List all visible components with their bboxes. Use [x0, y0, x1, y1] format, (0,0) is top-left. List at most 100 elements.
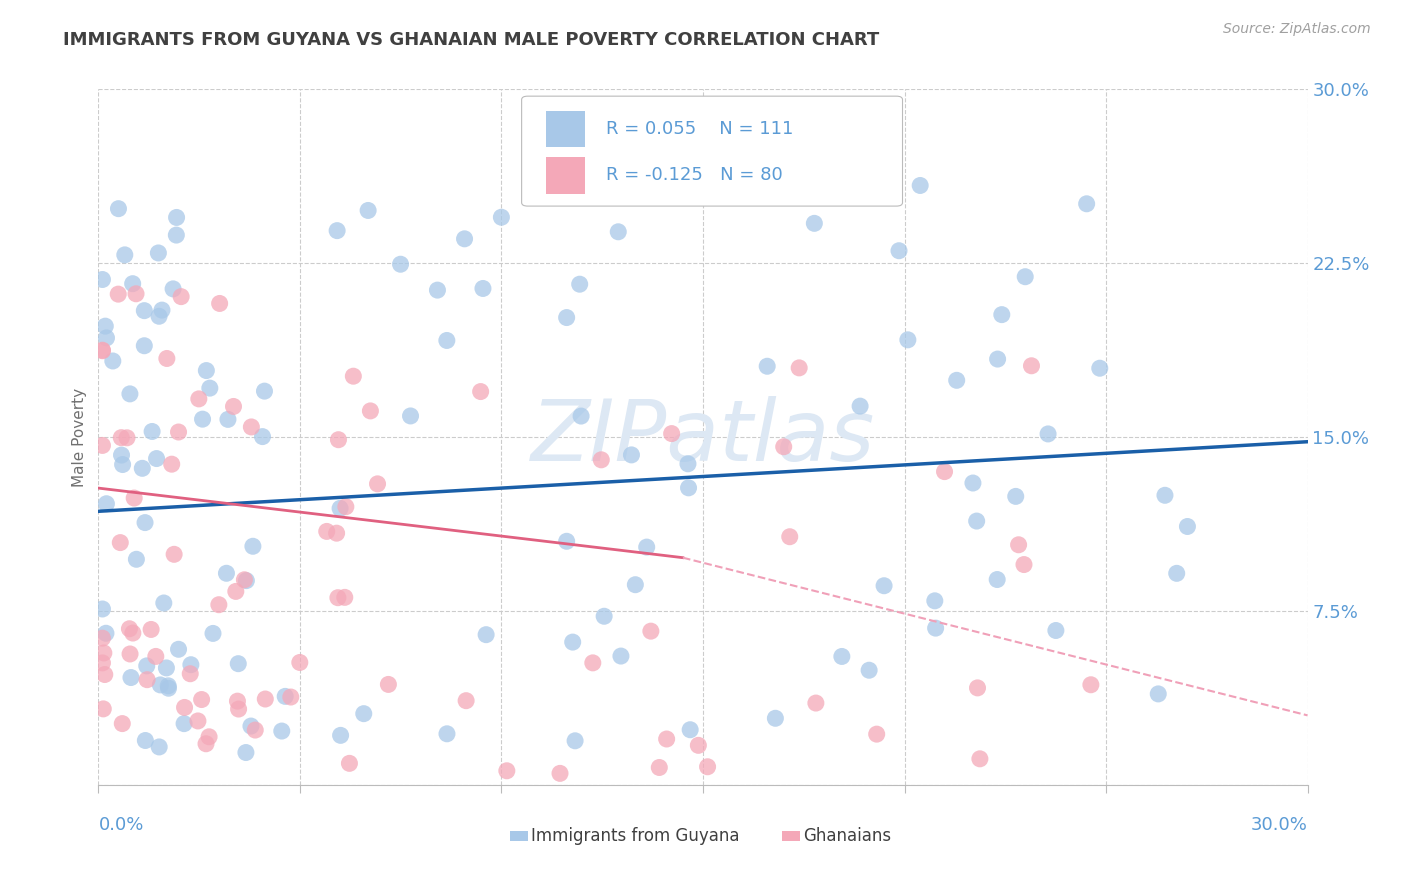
Point [389, 257, 412, 271]
Point [198, 381, 221, 395]
Point [453, 232, 475, 246]
Point [156, 351, 179, 366]
Point [110, 448, 132, 462]
Point [1004, 489, 1026, 503]
Point [756, 359, 779, 374]
Point [139, 623, 162, 637]
Point [987, 352, 1010, 367]
Point [353, 706, 375, 721]
Point [125, 286, 148, 301]
Point [568, 277, 591, 292]
Point [1080, 678, 1102, 692]
Point [254, 692, 277, 706]
Point [1154, 488, 1177, 502]
Point [115, 431, 138, 445]
Point [326, 591, 349, 605]
Y-axis label: Male Poverty: Male Poverty [72, 387, 87, 487]
Point [779, 530, 801, 544]
Point [491, 211, 513, 225]
Point [367, 476, 389, 491]
Point [399, 409, 422, 423]
Point [208, 296, 231, 310]
Point [924, 594, 946, 608]
Text: 30.0%: 30.0% [1251, 815, 1308, 833]
Point [190, 692, 212, 706]
Point [121, 626, 143, 640]
Point [966, 681, 988, 695]
Text: Immigrants from Guyana: Immigrants from Guyana [531, 827, 740, 845]
Point [591, 452, 613, 467]
Point [94, 667, 117, 681]
Point [359, 404, 381, 418]
Point [107, 202, 129, 216]
Point [897, 333, 920, 347]
Point [141, 425, 163, 439]
Point [831, 649, 853, 664]
Point [339, 756, 361, 771]
Point [94, 319, 117, 334]
Point [91, 343, 114, 358]
Point [288, 656, 311, 670]
Point [94, 626, 117, 640]
Point [329, 728, 352, 742]
Point [118, 622, 141, 636]
Point [235, 574, 257, 588]
Point [475, 628, 498, 642]
Point [157, 681, 180, 696]
Text: Ghanaians: Ghanaians [803, 827, 891, 845]
Point [91, 438, 114, 452]
Point [134, 339, 156, 353]
Point [148, 739, 170, 754]
Point [763, 711, 786, 725]
Point [569, 409, 592, 423]
Point [187, 714, 209, 728]
Point [225, 584, 247, 599]
Point [329, 501, 352, 516]
Point [555, 310, 578, 325]
Point [315, 524, 337, 539]
Point [179, 666, 201, 681]
Point [163, 547, 186, 561]
Point [1007, 538, 1029, 552]
Point [274, 690, 297, 704]
Point [495, 764, 517, 778]
Point [242, 539, 264, 553]
Point [986, 573, 1008, 587]
Point [908, 178, 931, 193]
Text: R = -0.125   N = 80: R = -0.125 N = 80 [606, 166, 783, 184]
Point [91, 631, 114, 645]
Point [157, 679, 180, 693]
Point [564, 733, 586, 747]
Point [134, 733, 156, 747]
Point [436, 727, 458, 741]
Point [648, 760, 671, 774]
Point [167, 425, 190, 439]
Point [679, 723, 702, 737]
Point [233, 573, 256, 587]
Point [966, 514, 988, 528]
Point [198, 730, 221, 744]
Point [873, 579, 896, 593]
Point [1147, 687, 1170, 701]
Point [91, 656, 114, 670]
Point [326, 224, 349, 238]
Point [131, 461, 153, 475]
Point [962, 475, 984, 490]
Point [470, 384, 492, 399]
Point [215, 566, 238, 581]
Point [217, 412, 239, 426]
Point [235, 746, 257, 760]
Bar [509, 831, 529, 840]
Point [155, 661, 177, 675]
Point [162, 282, 184, 296]
Point [620, 448, 643, 462]
Bar [782, 831, 800, 840]
Point [150, 303, 173, 318]
Point [121, 277, 143, 291]
Point [222, 400, 245, 414]
Point [187, 392, 209, 406]
Point [114, 248, 136, 262]
Point [803, 216, 825, 230]
Point [191, 412, 214, 426]
Point [96, 331, 118, 345]
